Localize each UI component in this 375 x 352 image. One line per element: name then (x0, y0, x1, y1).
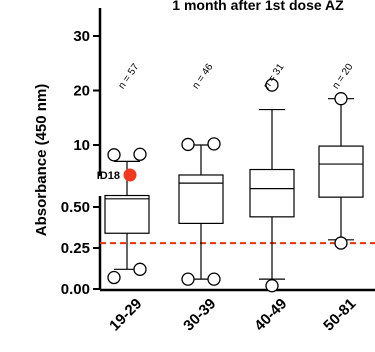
outlier-point (265, 78, 279, 92)
y-tick-label-upper: 30 (73, 28, 90, 45)
y-axis-label: Absorbance (450 nm) (33, 84, 50, 237)
n-label: n = 46 (190, 62, 215, 92)
x-category-label: 50-81 (320, 295, 359, 334)
outlier-point (181, 137, 195, 152)
y-tick-label-upper: 10 (73, 137, 90, 154)
x-category-label: 30-39 (180, 295, 219, 334)
outlier-point (334, 92, 348, 106)
outlier-point (181, 272, 195, 286)
y-tick-label-upper: 20 (73, 83, 90, 100)
y-tick-label-lower: 0.00 (61, 281, 90, 298)
outlier-point (334, 236, 348, 250)
chart-title: 1 month after 1st dose AZ (172, 0, 344, 13)
y-tick-label-lower: 0.25 (61, 240, 90, 257)
highlight-point (123, 168, 137, 182)
outlier-point (107, 148, 121, 162)
outlier-point (133, 262, 147, 276)
plot-area: 10 20 30 0.00 0.25 0.50 n = 57 19-29 n = 46 30-39… (61, 8, 375, 334)
box-iqr (249, 168, 295, 218)
outlier-point (107, 270, 121, 285)
y-tick-label-lower: 0.50 (61, 199, 90, 216)
n-label: n = 20 (330, 62, 355, 92)
outlier-point (133, 147, 147, 161)
box-iqr (318, 145, 364, 198)
outlier-point (265, 279, 279, 293)
box-iqr (104, 194, 150, 234)
n-label: n = 57 (116, 62, 141, 92)
outlier-point (207, 137, 221, 151)
box-iqr (178, 174, 224, 225)
highlight-label: ID18 (97, 170, 120, 182)
x-category-label: 40-49 (251, 295, 290, 334)
x-category-label: 19-29 (106, 295, 145, 334)
outlier-point (207, 272, 221, 286)
